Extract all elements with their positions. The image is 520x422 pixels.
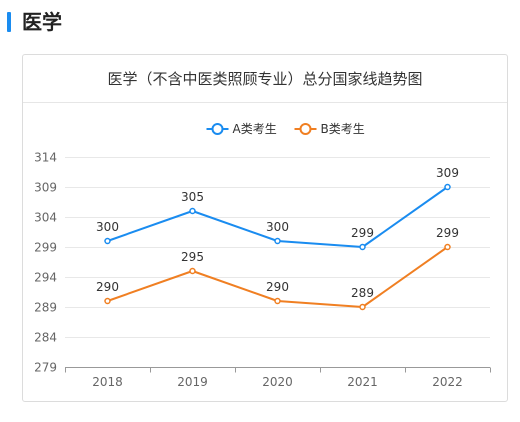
chart-card: 医学（不含中医类照顾专业）总分国家线趋势图 (22, 54, 508, 402)
x-tick-label: 2018 (92, 375, 123, 389)
data-label: 289 (351, 286, 374, 300)
y-tick-label: 289 (34, 301, 57, 315)
data-point (189, 207, 196, 215)
data-point (359, 303, 366, 311)
legend-marker-2 (299, 123, 312, 135)
chart-title: 医学（不含中医类照顾专业）总分国家线趋势图 (107, 70, 423, 88)
y-tick-label: 304 (34, 211, 57, 225)
data-label: 309 (436, 166, 459, 180)
data-point (274, 237, 281, 245)
data-label: 295 (181, 250, 204, 264)
data-point (189, 267, 196, 275)
data-point (444, 183, 451, 191)
y-tick-label: 309 (34, 181, 57, 195)
legend-label-2: B类考生 (321, 122, 365, 136)
chart-title-divider (23, 102, 507, 103)
legend-marker-1 (211, 123, 224, 135)
data-point (104, 297, 111, 305)
section-header: 医学 (0, 0, 520, 40)
y-tick-label: 314 (34, 151, 57, 165)
data-label: 290 (96, 280, 119, 294)
data-point (444, 243, 451, 251)
data-label: 299 (351, 226, 374, 240)
data-label: 290 (266, 280, 289, 294)
section-title: 医学 (22, 10, 62, 34)
y-tick-label: 294 (34, 271, 57, 285)
y-tick-label: 284 (34, 331, 57, 345)
y-tick-label: 299 (34, 241, 57, 255)
data-point (104, 237, 111, 245)
data-point (274, 297, 281, 305)
data-label: 300 (96, 220, 119, 234)
x-tick-label: 2021 (347, 375, 378, 389)
x-tick-label: 2019 (177, 375, 208, 389)
legend-label-1: A类考生 (233, 122, 277, 136)
x-tick-label: 2020 (262, 375, 293, 389)
data-point (359, 243, 366, 251)
section-accent-bar (7, 12, 11, 32)
x-tick-label: 2022 (432, 375, 463, 389)
data-label: 300 (266, 220, 289, 234)
data-label: 299 (436, 226, 459, 240)
data-label: 305 (181, 190, 204, 204)
y-tick-label: 279 (34, 361, 57, 375)
